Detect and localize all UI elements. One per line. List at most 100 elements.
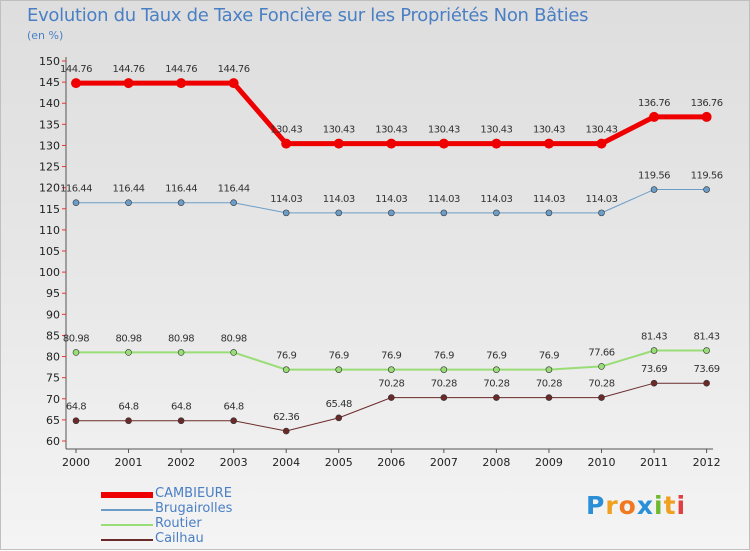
x-tick-label: 2008 [482,456,510,469]
data-point-brugairolles [440,209,448,217]
logo-letter: t [663,491,677,520]
data-label-routier: 80.98 [115,333,141,344]
data-point-routier [598,363,605,370]
data-label-routier: 76.9 [276,351,296,362]
y-tick-label: 65 [46,414,60,427]
data-point-cambieure [596,138,607,149]
logo-letter: i [654,491,664,520]
data-label-cailhau: 62.36 [273,412,299,423]
data-label-routier: 81.43 [641,332,667,343]
data-label-brugairolles: 119.56 [691,171,723,182]
data-point-cailhau [335,414,343,422]
data-label-cailhau: 64.8 [66,402,86,413]
proxiti-logo: Proxiti [586,491,686,520]
data-label-cailhau: 64.8 [224,402,244,413]
y-tick-label: 105 [39,245,60,258]
data-label-cambieure: 130.43 [270,125,302,136]
legend-swatch [101,492,153,498]
data-point-cambieure [123,78,134,89]
data-label-brugairolles: 114.03 [270,194,302,205]
data-point-routier [493,366,500,373]
y-tick-label: 100 [39,266,60,279]
data-label-cailhau: 70.28 [483,379,509,390]
data-label-routier: 76.9 [486,351,506,362]
data-point-brugairolles [703,186,710,193]
data-label-cambieure: 136.76 [638,98,670,109]
x-tick-label: 2010 [588,456,616,469]
data-label-cambieure: 130.43 [480,125,512,136]
legend-label: Brugairolles [155,501,233,516]
y-tick-label: 125 [39,161,60,174]
data-label-routier: 80.98 [168,333,194,344]
x-tick-label: 2000 [62,456,90,469]
data-label-routier: 76.9 [434,351,454,362]
data-point-cailhau [598,394,605,401]
x-tick-label: 2001 [115,456,143,469]
data-label-brugairolles: 114.03 [586,194,618,205]
unit-label: (en %) [27,29,64,42]
y-tick-label: 150 [39,55,60,68]
y-tick-label: 140 [39,97,60,110]
data-point-brugairolles [545,209,553,217]
data-point-cailhau [125,417,132,425]
data-label-routier: 76.9 [381,351,401,362]
data-label-routier: 80.98 [63,333,89,344]
data-label-cambieure: 144.76 [165,64,197,75]
legend-swatch [101,509,153,511]
data-label-routier: 76.9 [539,351,559,362]
legend-swatch [101,524,153,526]
logo-letter: x [636,491,654,520]
data-label-cailhau: 70.28 [536,379,562,390]
data-point-brugairolles [177,199,185,206]
data-point-cambieure [333,138,344,149]
data-point-routier [177,349,185,356]
data-point-routier [282,366,290,373]
data-label-brugairolles: 116.44 [218,184,250,195]
legend-item: Cailhau [101,531,321,547]
x-tick-label: 2002 [167,456,195,469]
data-label-cailhau: 70.28 [431,379,457,390]
data-point-cambieure [543,138,554,149]
data-label-cambieure: 130.43 [323,125,355,136]
data-label-brugairolles: 114.03 [375,194,407,205]
data-label-cambieure: 130.43 [428,125,460,136]
data-label-cambieure: 130.43 [533,125,565,136]
data-point-cailhau [387,394,395,401]
data-label-cambieure: 130.43 [375,125,407,136]
data-label-brugairolles: 114.03 [428,194,460,205]
y-tick-label: 115 [39,203,60,216]
data-point-brugairolles [650,186,658,193]
chart-title: Evolution du Taux de Taxe Foncière sur l… [27,5,589,26]
data-point-brugairolles [387,209,395,217]
data-label-brugairolles: 114.03 [323,194,355,205]
data-label-brugairolles: 114.03 [480,194,512,205]
legend-item: Brugairolles [101,501,321,517]
data-label-brugairolles: 116.44 [165,184,197,195]
data-label-brugairolles: 116.44 [113,184,145,195]
data-label-cambieure: 136.76 [691,98,723,109]
data-point-cambieure [491,138,502,149]
data-label-cambieure: 144.76 [60,64,92,75]
data-point-routier [230,349,237,356]
logo-letter: P [586,491,606,520]
y-tick-label: 110 [39,224,60,237]
data-label-routier: 81.43 [694,332,720,343]
data-point-routier [703,347,710,354]
data-label-cailhau: 73.69 [641,364,667,375]
data-point-cailhau [545,394,553,401]
data-point-cambieure [281,138,292,149]
data-point-cambieure [228,78,239,89]
data-point-cambieure [649,111,660,122]
data-point-cailhau [703,379,710,387]
legend-swatch [101,539,153,541]
y-tick-label: 95 [46,287,60,300]
data-point-cailhau [230,417,237,425]
legend-label: Routier [155,516,202,531]
data-label-cailhau: 64.8 [118,402,138,413]
y-tick-label: 90 [46,308,60,321]
data-point-routier [387,366,395,373]
data-label-cambieure: 144.76 [113,64,145,75]
data-point-brugairolles [230,199,237,206]
